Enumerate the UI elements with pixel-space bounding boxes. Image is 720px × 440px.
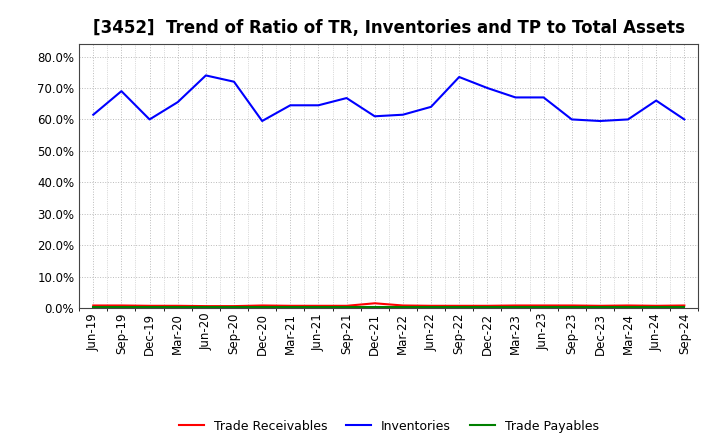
- Inventories: [624, 117, 632, 122]
- Trade Receivables: [399, 303, 408, 308]
- Trade Payables: [680, 304, 688, 310]
- Trade Payables: [286, 304, 294, 310]
- Trade Receivables: [624, 303, 632, 308]
- Trade Payables: [117, 304, 126, 310]
- Inventories: [145, 117, 154, 122]
- Inventories: [174, 99, 182, 105]
- Trade Payables: [455, 304, 464, 310]
- Trade Payables: [230, 304, 238, 310]
- Inventories: [455, 74, 464, 80]
- Inventories: [202, 73, 210, 78]
- Inventories: [314, 103, 323, 108]
- Trade Payables: [399, 304, 408, 310]
- Trade Receivables: [230, 304, 238, 309]
- Inventories: [427, 104, 436, 110]
- Trade Receivables: [539, 303, 548, 308]
- Title: [3452]  Trend of Ratio of TR, Inventories and TP to Total Assets: [3452] Trend of Ratio of TR, Inventories…: [93, 19, 685, 37]
- Inventories: [652, 98, 660, 103]
- Inventories: [230, 79, 238, 84]
- Trade Receivables: [680, 303, 688, 308]
- Trade Payables: [624, 304, 632, 310]
- Inventories: [258, 118, 266, 124]
- Trade Payables: [595, 304, 604, 310]
- Trade Payables: [89, 304, 98, 310]
- Inventories: [399, 112, 408, 117]
- Inventories: [483, 85, 492, 91]
- Trade Payables: [567, 304, 576, 310]
- Trade Payables: [370, 304, 379, 310]
- Inventories: [370, 114, 379, 119]
- Trade Payables: [483, 304, 492, 310]
- Trade Receivables: [286, 303, 294, 308]
- Trade Receivables: [511, 303, 520, 308]
- Trade Payables: [202, 304, 210, 310]
- Trade Receivables: [370, 301, 379, 306]
- Trade Payables: [258, 304, 266, 310]
- Line: Trade Receivables: Trade Receivables: [94, 303, 684, 306]
- Trade Payables: [342, 304, 351, 310]
- Inventories: [567, 117, 576, 122]
- Trade Receivables: [145, 303, 154, 308]
- Line: Inventories: Inventories: [94, 75, 684, 121]
- Trade Payables: [174, 304, 182, 310]
- Trade Payables: [314, 304, 323, 310]
- Trade Payables: [427, 304, 436, 310]
- Inventories: [595, 118, 604, 124]
- Trade Receivables: [455, 303, 464, 308]
- Inventories: [286, 103, 294, 108]
- Trade Payables: [539, 304, 548, 310]
- Trade Receivables: [567, 303, 576, 308]
- Trade Receivables: [483, 303, 492, 308]
- Trade Payables: [145, 304, 154, 310]
- Inventories: [511, 95, 520, 100]
- Trade Receivables: [652, 303, 660, 308]
- Trade Receivables: [427, 303, 436, 308]
- Inventories: [539, 95, 548, 100]
- Trade Receivables: [258, 303, 266, 308]
- Trade Payables: [511, 304, 520, 310]
- Trade Receivables: [314, 303, 323, 308]
- Trade Payables: [652, 304, 660, 310]
- Trade Receivables: [174, 303, 182, 308]
- Trade Receivables: [595, 303, 604, 308]
- Inventories: [89, 112, 98, 117]
- Trade Receivables: [117, 303, 126, 308]
- Trade Receivables: [342, 303, 351, 308]
- Inventories: [117, 88, 126, 94]
- Legend: Trade Receivables, Inventories, Trade Payables: Trade Receivables, Inventories, Trade Pa…: [174, 414, 604, 437]
- Inventories: [680, 117, 688, 122]
- Inventories: [342, 95, 351, 101]
- Trade Receivables: [202, 304, 210, 309]
- Trade Receivables: [89, 303, 98, 308]
